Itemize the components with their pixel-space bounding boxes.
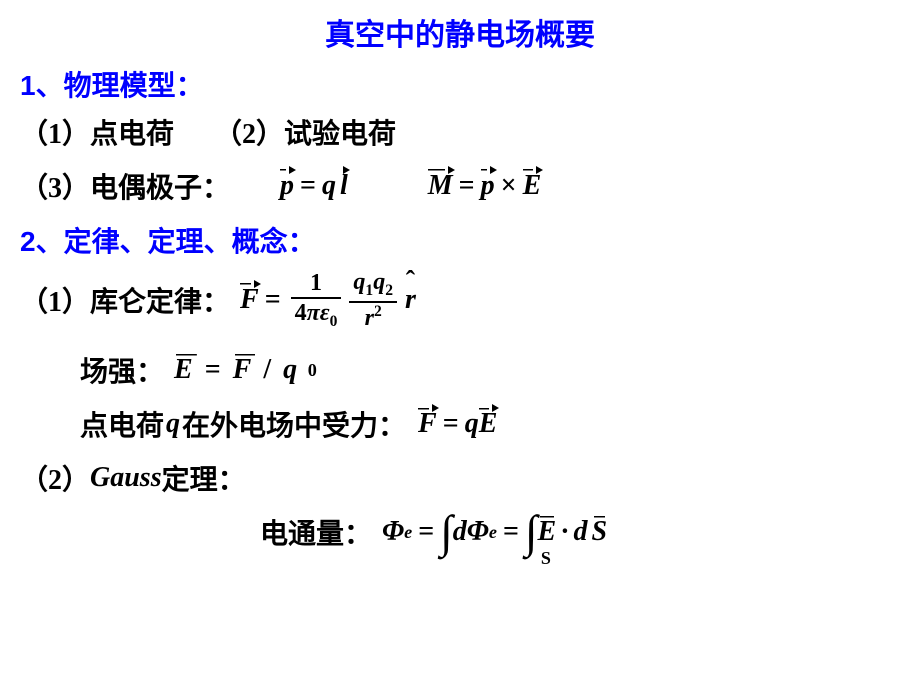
line-models-3: （3）电偶极子： p=ql M=p×E bbox=[20, 166, 900, 206]
section-1-heading: 1、物理模型： bbox=[20, 64, 900, 104]
line-flux: 电通量： Φe= ∫dΦe= ∫SE·dS bbox=[260, 512, 900, 552]
field-label: 场强： bbox=[80, 350, 164, 390]
item-2-2a: （2） bbox=[20, 458, 90, 498]
section-2-heading: 2、定律、定理、概念： bbox=[20, 220, 900, 260]
gauss-word: Gauss bbox=[90, 462, 162, 494]
force-q: q bbox=[166, 408, 180, 440]
eq-field: E=F/q 0 bbox=[174, 354, 317, 386]
line-force-on-q: 点电荷q在外电场中受力： F=qE bbox=[80, 404, 900, 444]
eq-coulomb: F= 1 4πε0 q1q2 r2 r bbox=[240, 268, 416, 332]
eq-torque: M=p×E bbox=[428, 170, 542, 202]
item-2-2b: 定理： bbox=[162, 458, 246, 498]
eq-force-qe: F=qE bbox=[418, 408, 497, 440]
flux-label: 电通量： bbox=[260, 512, 372, 552]
eq-dipole-moment: p=ql bbox=[280, 170, 348, 202]
item-1-2: （2）试验电荷 bbox=[214, 112, 396, 152]
item-1-3: （3）电偶极子： bbox=[20, 166, 230, 206]
line-field: 场强： E=F/q 0 bbox=[80, 350, 900, 390]
item-1-1: （1）点电荷 bbox=[20, 112, 174, 152]
line-models-12: （1）点电荷 （2）试验电荷 bbox=[20, 112, 900, 152]
item-2-1: （1）库仑定律： bbox=[20, 280, 230, 320]
line-coulomb: （1）库仑定律： F= 1 4πε0 q1q2 r2 r bbox=[20, 268, 900, 332]
eq-flux: Φe= ∫dΦe= ∫SE·dS bbox=[382, 516, 607, 548]
line-gauss: （2） Gauss 定理： bbox=[20, 458, 900, 498]
page-title: 真空中的静电场概要 bbox=[20, 10, 900, 54]
force-label-a: 点电荷 bbox=[80, 404, 164, 444]
force-label-c: 在外电场中受力： bbox=[182, 404, 406, 444]
